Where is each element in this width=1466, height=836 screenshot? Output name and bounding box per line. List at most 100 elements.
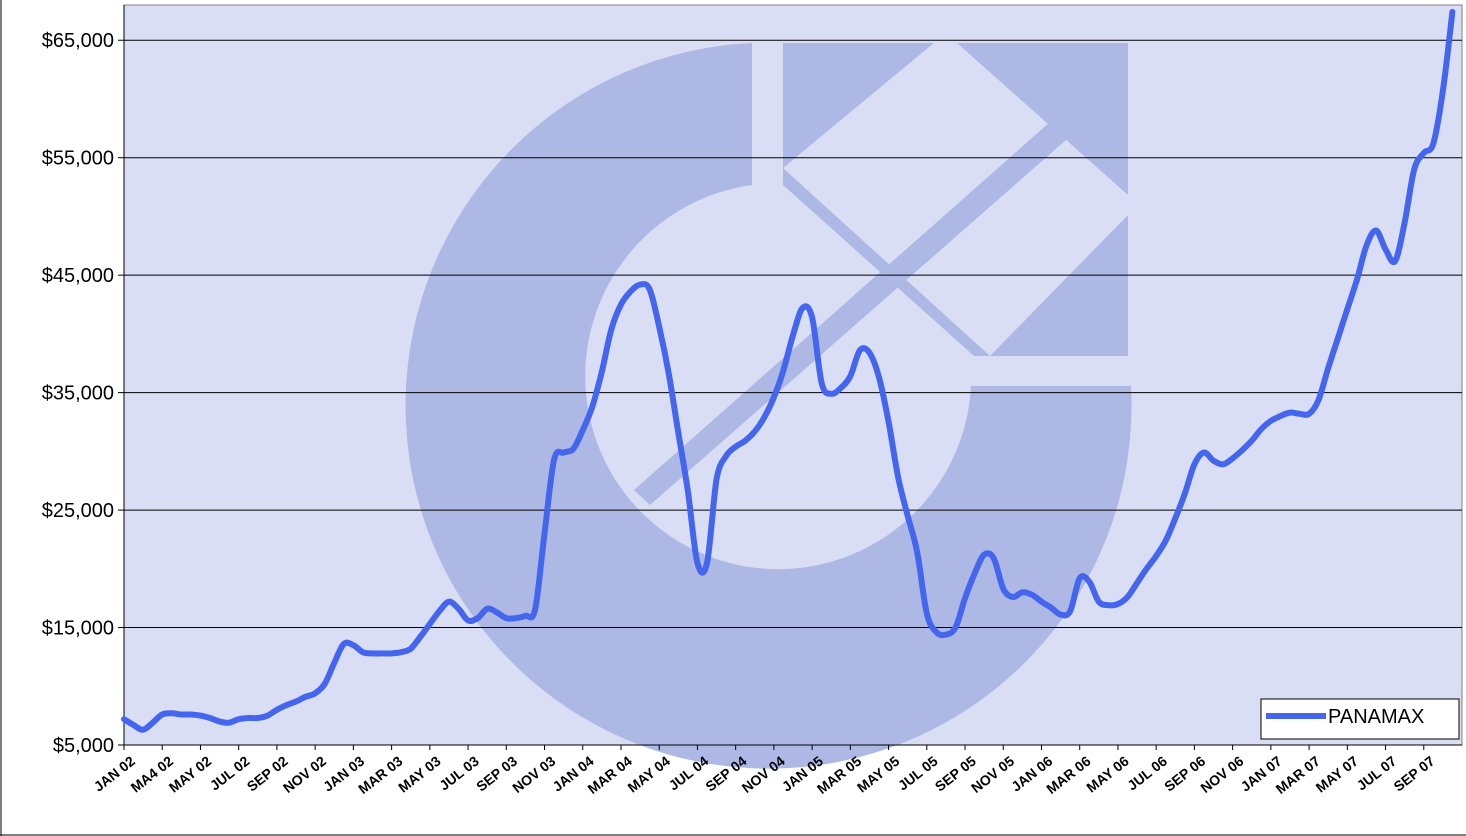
data-point [1051, 607, 1052, 608]
data-point [1098, 601, 1099, 602]
data-point [1423, 153, 1424, 154]
data-point [869, 352, 870, 353]
y-tick-label: $5,000 [53, 735, 114, 757]
data-point [1079, 578, 1080, 579]
data-point [257, 718, 258, 719]
data-point [1156, 555, 1157, 556]
data-point [238, 719, 239, 720]
data-point [1328, 368, 1329, 369]
data-point [707, 562, 708, 563]
data-point [410, 648, 411, 649]
data-point [1442, 90, 1443, 91]
data-point [917, 552, 918, 553]
data-point [1213, 460, 1214, 461]
data-point [802, 308, 803, 309]
data-point [735, 446, 736, 447]
data-point [640, 284, 641, 285]
gridlines [124, 39, 1462, 629]
data-point [573, 449, 574, 450]
data-point [1404, 222, 1405, 223]
data-point [1366, 245, 1367, 246]
data-point [171, 713, 172, 714]
watermark-arrow-lower [990, 215, 1128, 356]
data-point [678, 432, 679, 433]
data-point [391, 653, 392, 654]
data-point [1414, 169, 1415, 170]
data-point [984, 554, 985, 555]
data-point [1251, 440, 1252, 441]
data-point [362, 652, 363, 653]
data-point [1290, 412, 1291, 413]
data-point [1012, 597, 1013, 598]
data-point [974, 573, 975, 574]
data-point [200, 715, 201, 716]
data-point [1041, 601, 1042, 602]
data-point [487, 608, 488, 609]
watermark-diamond-edge [783, 168, 990, 356]
data-point [1280, 416, 1281, 417]
data-point [668, 373, 669, 374]
data-point [219, 721, 220, 722]
data-point [305, 696, 306, 697]
data-point [143, 729, 144, 730]
data-point [993, 558, 994, 559]
data-point [1356, 279, 1357, 280]
data-point [420, 636, 421, 637]
data-point [1089, 581, 1090, 582]
data-point [429, 624, 430, 625]
data-point [926, 613, 927, 614]
data-point [965, 598, 966, 599]
data-point [1146, 568, 1147, 569]
data-point [716, 479, 717, 480]
data-point [1031, 594, 1032, 595]
data-point [496, 612, 497, 613]
data-point [1204, 452, 1205, 453]
data-point [1452, 12, 1453, 13]
data-point [286, 705, 287, 706]
legend: PANAMAX [1260, 698, 1460, 740]
data-point [535, 609, 536, 610]
data-point [1261, 429, 1262, 430]
watermark-arrow-top [783, 43, 934, 168]
data-point [945, 634, 946, 635]
data-point [1137, 582, 1138, 583]
data-point [850, 376, 851, 377]
y-tick-label: $45,000 [42, 265, 114, 287]
data-point [458, 608, 459, 609]
data-point [1376, 230, 1377, 231]
data-point [812, 317, 813, 318]
data-point [859, 350, 860, 351]
data-point [1232, 458, 1233, 459]
data-point [773, 397, 774, 398]
data-point [1318, 399, 1319, 400]
y-tick-label: $55,000 [42, 148, 114, 170]
data-point [181, 714, 182, 715]
data-point [659, 326, 660, 327]
data-point [468, 620, 469, 621]
data-point [764, 417, 765, 418]
data-point [1385, 249, 1386, 250]
data-point [1117, 604, 1118, 605]
data-point [554, 459, 555, 460]
series-layer [121, 9, 1456, 733]
data-point [1299, 413, 1300, 414]
data-point [1242, 450, 1243, 451]
data-point [955, 627, 956, 628]
data-point [898, 477, 899, 478]
data-point [592, 406, 593, 407]
data-point [621, 304, 622, 305]
watermark-ring [405, 43, 1132, 769]
data-point [448, 601, 449, 602]
data-point [544, 533, 545, 534]
data-point [1127, 597, 1128, 598]
y-tick-label: $35,000 [42, 383, 114, 405]
data-point [697, 562, 698, 563]
data-point [324, 683, 325, 684]
data-point [1337, 338, 1338, 339]
data-point [1003, 588, 1004, 589]
watermark-diagonal-bar [634, 122, 1066, 505]
data-point [525, 615, 526, 616]
data-point [907, 516, 908, 517]
data-point [1194, 464, 1195, 465]
